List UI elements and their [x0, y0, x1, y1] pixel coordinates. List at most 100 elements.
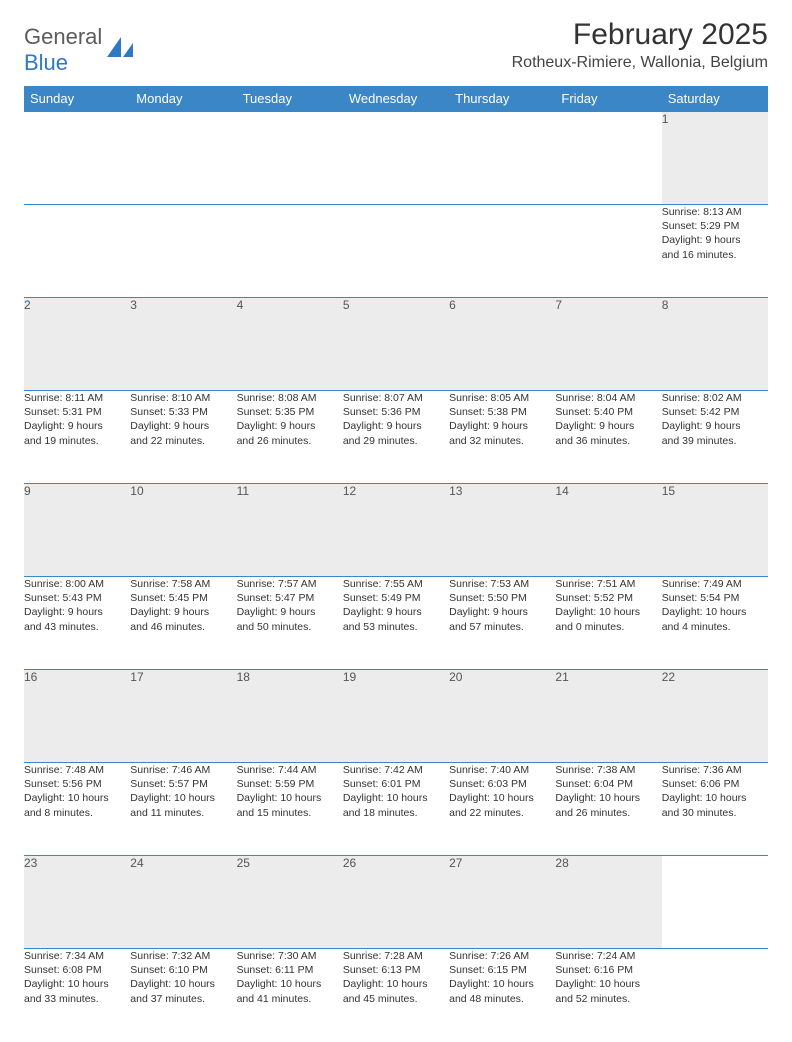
- daylight-text-2: and 11 minutes.: [130, 806, 236, 820]
- day-number-cell: [555, 112, 661, 205]
- logo-word-2: Blue: [24, 50, 68, 75]
- day-content-cell: Sunrise: 8:04 AMSunset: 5:40 PMDaylight:…: [555, 391, 661, 484]
- day-content-cell: Sunrise: 8:00 AMSunset: 5:43 PMDaylight:…: [24, 577, 130, 670]
- sunset-text: Sunset: 6:10 PM: [130, 963, 236, 977]
- sunrise-text: Sunrise: 8:05 AM: [449, 391, 555, 405]
- weekday-header: Friday: [555, 86, 661, 112]
- sunset-text: Sunset: 5:33 PM: [130, 405, 236, 419]
- day-number-cell: 24: [130, 856, 236, 949]
- day-number-cell: 16: [24, 670, 130, 763]
- sunset-text: Sunset: 6:13 PM: [343, 963, 449, 977]
- day-number-cell: [24, 112, 130, 205]
- sunset-text: Sunset: 5:59 PM: [237, 777, 343, 791]
- sunset-text: Sunset: 5:31 PM: [24, 405, 130, 419]
- daylight-text-2: and 22 minutes.: [130, 434, 236, 448]
- day-number-row: 232425262728: [24, 856, 768, 949]
- sunrise-text: Sunrise: 8:07 AM: [343, 391, 449, 405]
- sunset-text: Sunset: 6:11 PM: [237, 963, 343, 977]
- day-content-cell: Sunrise: 7:51 AMSunset: 5:52 PMDaylight:…: [555, 577, 661, 670]
- day-number-cell: 4: [237, 298, 343, 391]
- day-content-cell: [662, 949, 768, 1042]
- day-number-cell: 8: [662, 298, 768, 391]
- logo-word-1: General: [24, 24, 102, 49]
- day-number-row: 16171819202122: [24, 670, 768, 763]
- daylight-text-1: Daylight: 9 hours: [343, 605, 449, 619]
- sunrise-text: Sunrise: 8:11 AM: [24, 391, 130, 405]
- calendar-page: General Blue February 2025 Rotheux-Rimie…: [0, 0, 792, 1042]
- day-content-cell: Sunrise: 7:55 AMSunset: 5:49 PMDaylight:…: [343, 577, 449, 670]
- daylight-text-2: and 26 minutes.: [237, 434, 343, 448]
- sunset-text: Sunset: 6:08 PM: [24, 963, 130, 977]
- sunrise-text: Sunrise: 8:13 AM: [662, 205, 768, 219]
- day-content-cell: Sunrise: 7:48 AMSunset: 5:56 PMDaylight:…: [24, 763, 130, 856]
- sunrise-text: Sunrise: 7:32 AM: [130, 949, 236, 963]
- sunset-text: Sunset: 6:15 PM: [449, 963, 555, 977]
- daylight-text-2: and 26 minutes.: [555, 806, 661, 820]
- sunrise-text: Sunrise: 8:08 AM: [237, 391, 343, 405]
- sunset-text: Sunset: 5:45 PM: [130, 591, 236, 605]
- day-content-cell: Sunrise: 7:38 AMSunset: 6:04 PMDaylight:…: [555, 763, 661, 856]
- daylight-text-2: and 29 minutes.: [343, 434, 449, 448]
- daylight-text-1: Daylight: 10 hours: [343, 977, 449, 991]
- calendar-body: 1Sunrise: 8:13 AMSunset: 5:29 PMDaylight…: [24, 112, 768, 1042]
- day-content-cell: Sunrise: 7:32 AMSunset: 6:10 PMDaylight:…: [130, 949, 236, 1042]
- daylight-text-2: and 15 minutes.: [237, 806, 343, 820]
- weekday-header: Thursday: [449, 86, 555, 112]
- daylight-text-2: and 36 minutes.: [555, 434, 661, 448]
- day-number-row: 9101112131415: [24, 484, 768, 577]
- sunset-text: Sunset: 5:36 PM: [343, 405, 449, 419]
- daylight-text-1: Daylight: 10 hours: [237, 977, 343, 991]
- daylight-text-2: and 48 minutes.: [449, 992, 555, 1006]
- day-number-cell: 17: [130, 670, 236, 763]
- daylight-text-2: and 41 minutes.: [237, 992, 343, 1006]
- day-content-cell: Sunrise: 7:42 AMSunset: 6:01 PMDaylight:…: [343, 763, 449, 856]
- daylight-text-1: Daylight: 10 hours: [555, 977, 661, 991]
- location-text: Rotheux-Rimiere, Wallonia, Belgium: [512, 54, 768, 72]
- daylight-text-1: Daylight: 10 hours: [24, 977, 130, 991]
- day-number-cell: 19: [343, 670, 449, 763]
- day-content-cell: Sunrise: 8:11 AMSunset: 5:31 PMDaylight:…: [24, 391, 130, 484]
- day-content-row: Sunrise: 8:00 AMSunset: 5:43 PMDaylight:…: [24, 577, 768, 670]
- daylight-text-1: Daylight: 9 hours: [24, 419, 130, 433]
- sunrise-text: Sunrise: 7:46 AM: [130, 763, 236, 777]
- sunset-text: Sunset: 5:57 PM: [130, 777, 236, 791]
- sunset-text: Sunset: 6:16 PM: [555, 963, 661, 977]
- daylight-text-1: Daylight: 10 hours: [555, 605, 661, 619]
- sunrise-text: Sunrise: 8:04 AM: [555, 391, 661, 405]
- day-number-cell: 7: [555, 298, 661, 391]
- sunset-text: Sunset: 5:50 PM: [449, 591, 555, 605]
- daylight-text-1: Daylight: 10 hours: [449, 977, 555, 991]
- day-content-cell: Sunrise: 7:44 AMSunset: 5:59 PMDaylight:…: [237, 763, 343, 856]
- day-content-cell: Sunrise: 7:36 AMSunset: 6:06 PMDaylight:…: [662, 763, 768, 856]
- daylight-text-2: and 8 minutes.: [24, 806, 130, 820]
- weekday-header-row: Sunday Monday Tuesday Wednesday Thursday…: [24, 86, 768, 112]
- day-number-row: 2345678: [24, 298, 768, 391]
- day-number-cell: 5: [343, 298, 449, 391]
- sunset-text: Sunset: 6:01 PM: [343, 777, 449, 791]
- day-number-cell: [662, 856, 768, 949]
- sunrise-text: Sunrise: 7:49 AM: [662, 577, 768, 591]
- daylight-text-2: and 0 minutes.: [555, 620, 661, 634]
- daylight-text-2: and 43 minutes.: [24, 620, 130, 634]
- day-number-cell: 12: [343, 484, 449, 577]
- weekday-header: Wednesday: [343, 86, 449, 112]
- sunset-text: Sunset: 5:40 PM: [555, 405, 661, 419]
- daylight-text-1: Daylight: 9 hours: [449, 605, 555, 619]
- daylight-text-2: and 32 minutes.: [449, 434, 555, 448]
- day-content-cell: Sunrise: 7:34 AMSunset: 6:08 PMDaylight:…: [24, 949, 130, 1042]
- day-number-cell: 14: [555, 484, 661, 577]
- daylight-text-2: and 52 minutes.: [555, 992, 661, 1006]
- daylight-text-1: Daylight: 9 hours: [237, 419, 343, 433]
- day-content-cell: [343, 205, 449, 298]
- sunrise-text: Sunrise: 8:00 AM: [24, 577, 130, 591]
- day-content-cell: Sunrise: 7:46 AMSunset: 5:57 PMDaylight:…: [130, 763, 236, 856]
- sunrise-text: Sunrise: 7:36 AM: [662, 763, 768, 777]
- sunrise-text: Sunrise: 7:44 AM: [237, 763, 343, 777]
- day-number-cell: 28: [555, 856, 661, 949]
- day-number-row: 1: [24, 112, 768, 205]
- logo: General Blue: [24, 18, 133, 76]
- day-content-cell: Sunrise: 7:57 AMSunset: 5:47 PMDaylight:…: [237, 577, 343, 670]
- daylight-text-2: and 33 minutes.: [24, 992, 130, 1006]
- daylight-text-1: Daylight: 9 hours: [662, 419, 768, 433]
- weekday-header: Saturday: [662, 86, 768, 112]
